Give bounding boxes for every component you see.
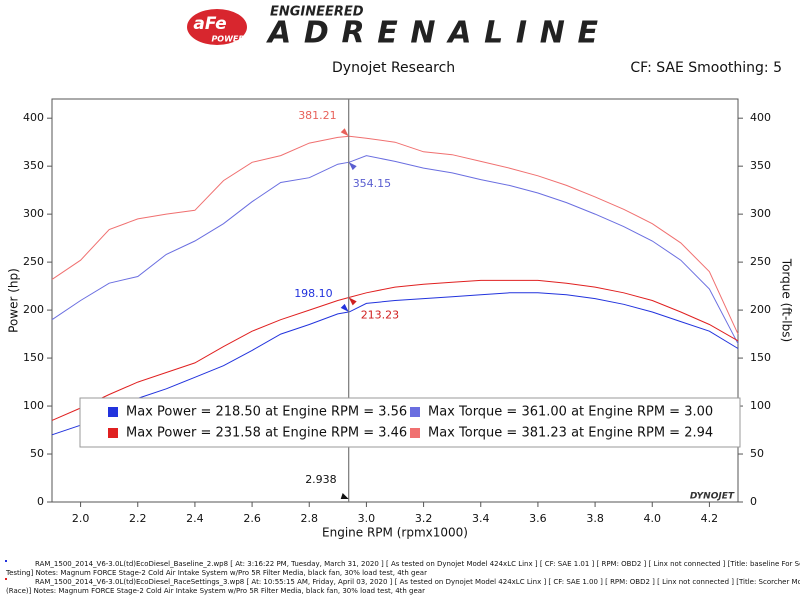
y2-tick-label: 350 (750, 159, 771, 172)
watermark: DYNOJET (690, 492, 735, 502)
y-tick-label: 50 (30, 447, 44, 460)
x-tick-label: 3.4 (472, 512, 490, 525)
x-axis-label: Engine RPM (rpmx1000) (322, 526, 468, 540)
y-tick-label: 350 (23, 159, 44, 172)
y-axis-label: Power (hp) (7, 268, 21, 333)
annotation-arrow (348, 297, 357, 306)
legend-swatch (410, 407, 420, 417)
y-tick-label: 0 (37, 495, 44, 508)
brand-line1: ENGINEERED (270, 5, 364, 20)
y2-tick-label: 0 (750, 495, 757, 508)
y2-axis-label: Torque (ft-lbs) (780, 258, 794, 342)
series-line (51, 279, 739, 421)
legend-label: Max Torque = 381.23 at Engine RPM = 2.94 (428, 426, 713, 441)
x-tick-label: 2.6 (243, 512, 261, 525)
x-tick-label: 3.6 (529, 512, 547, 525)
y2-tick-label: 150 (750, 351, 771, 364)
logo-sub: POWER (211, 35, 244, 44)
legend-swatch (108, 428, 118, 438)
footer-line: RAM_1500_2014_V6-3.0L(td)EcoDiesel_RaceS… (35, 578, 800, 586)
legend-box (79, 397, 741, 448)
x-tick-label: 3.0 (358, 512, 376, 525)
x-tick-label: 4.2 (701, 512, 719, 525)
y2-tick-label: 50 (750, 447, 764, 460)
y-tick-label: 250 (23, 255, 44, 268)
legend-label: Max Power = 231.58 at Engine RPM = 3.46 (126, 426, 407, 441)
footer-line: Testing] Notes: Magnum FORCE Stage-2 Col… (5, 569, 427, 577)
y2-tick-label: 250 (750, 255, 771, 268)
annotation-label: 381.21 (298, 109, 337, 122)
legend-label: Max Torque = 361.00 at Engine RPM = 3.00 (428, 405, 713, 420)
brand-line2: ADRENALINE (266, 16, 599, 51)
y-tick-label: 100 (23, 399, 44, 412)
footer-dot (5, 560, 7, 562)
y-tick-label: 150 (23, 351, 44, 364)
series-line (51, 135, 739, 335)
logo: aFe POWER ENGINEERED ADRENALINE (187, 5, 599, 51)
y2-tick-label: 400 (750, 111, 771, 124)
series-line (51, 292, 739, 436)
logo-text: aFe (193, 14, 226, 34)
x-tick-label: 2.0 (72, 512, 90, 525)
header-left: Dynojet Research (332, 60, 455, 76)
header-right: CF: SAE Smoothing: 5 (630, 60, 782, 76)
legend-label: Max Power = 218.50 at Engine RPM = 3.56 (126, 405, 407, 420)
series-line (51, 155, 739, 344)
x-tick-label: 2.2 (129, 512, 147, 525)
x-tick-label: 3.2 (415, 512, 433, 525)
x-tick-label: 2.4 (186, 512, 204, 525)
footer-line: RAM_1500_2014_V6-3.0L(td)EcoDiesel_Basel… (35, 560, 800, 568)
y2-tick-label: 200 (750, 303, 771, 316)
x-tick-label: 2.8 (301, 512, 319, 525)
annotation-label: 213.23 (361, 308, 400, 321)
annotation-arrow (348, 162, 357, 171)
annotation-label: 354.15 (353, 177, 392, 190)
annotation-label: 198.10 (294, 287, 333, 300)
logo-badge (187, 9, 247, 45)
y2-tick-label: 300 (750, 207, 771, 220)
footer-dot (5, 578, 7, 580)
legend-swatch (410, 428, 420, 438)
footer-line: (Race)] Notes: Magnum FORCE Stage-2 Cold… (6, 587, 425, 595)
y2-tick-label: 100 (750, 399, 771, 412)
cursor-label: 2.938 (305, 473, 337, 486)
x-tick-label: 4.0 (644, 512, 662, 525)
cursor-arrow (340, 493, 349, 499)
annotation-arrow (340, 303, 349, 312)
x-tick-label: 3.8 (586, 512, 604, 525)
y-tick-label: 300 (23, 207, 44, 220)
legend-swatch (108, 407, 118, 417)
annotation-arrow (340, 128, 349, 137)
y-tick-label: 200 (23, 303, 44, 316)
legend: Max Power = 218.50 at Engine RPM = 3.56 M… (79, 397, 741, 448)
y-tick-label: 400 (23, 111, 44, 124)
